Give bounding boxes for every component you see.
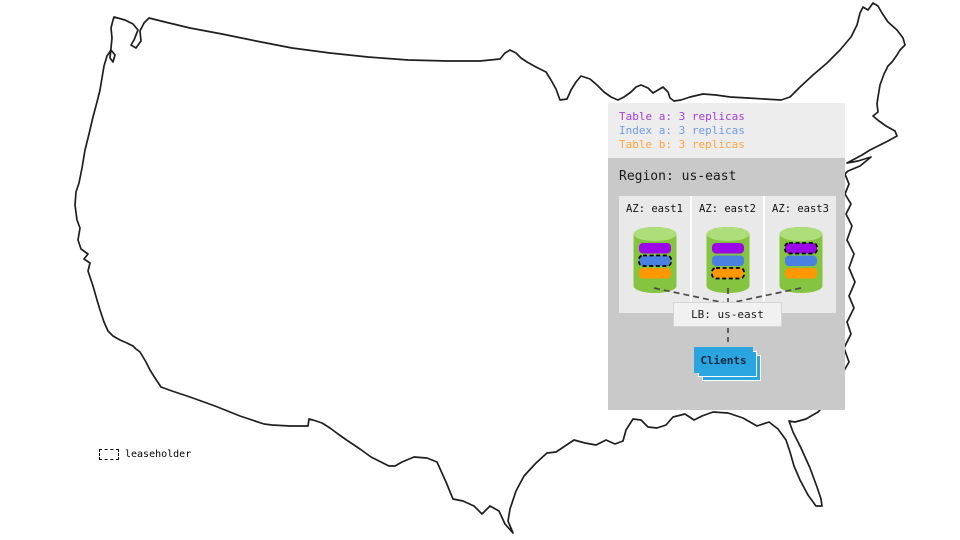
replica-bar-table-a-leaseholder: [784, 242, 818, 255]
az-label: AZ: east3: [772, 203, 829, 215]
leaseholder-key-label: leaseholder: [125, 449, 192, 460]
replica-bar-index-a: [712, 255, 744, 266]
database-cylinder-icon: [706, 227, 750, 293]
az-box-1: AZ: east1: [619, 196, 690, 313]
az-label: AZ: east1: [626, 203, 683, 215]
replica-bar-table-b: [639, 268, 671, 279]
az-row: AZ: east1 AZ: east2 AZ: east3: [619, 196, 836, 313]
load-balancer-box: LB: us-east: [673, 302, 782, 327]
legend-item-table-a: Table a: 3 replicas: [619, 110, 745, 123]
az-label: AZ: east2: [699, 203, 756, 215]
leaseholder-key: leaseholder: [99, 449, 191, 460]
legend-item-index-a: Index a: 3 replicas: [619, 124, 745, 137]
replica-bar-table-b-leaseholder: [711, 267, 745, 280]
database-cylinder-icon: [633, 227, 677, 293]
leaseholder-swatch-icon: [99, 449, 119, 460]
database-cylinder-icon: [779, 227, 823, 293]
replica-bar-index-a-leaseholder: [638, 254, 672, 267]
replica-bar-table-a: [712, 243, 744, 254]
az-box-3: AZ: east3: [765, 196, 836, 313]
clients-box: Clients: [694, 347, 753, 373]
replica-legend-panel: Table a: 3 replicas Index a: 3 replicas Ta…: [608, 103, 845, 158]
replica-bar-table-a: [639, 243, 671, 254]
replica-bar-index-a: [785, 255, 817, 266]
az-box-2: AZ: east2: [692, 196, 763, 313]
region-title: Region: us-east: [619, 169, 737, 184]
legend-item-table-b: Table b: 3 replicas: [619, 138, 745, 151]
replica-bar-table-b: [785, 268, 817, 279]
